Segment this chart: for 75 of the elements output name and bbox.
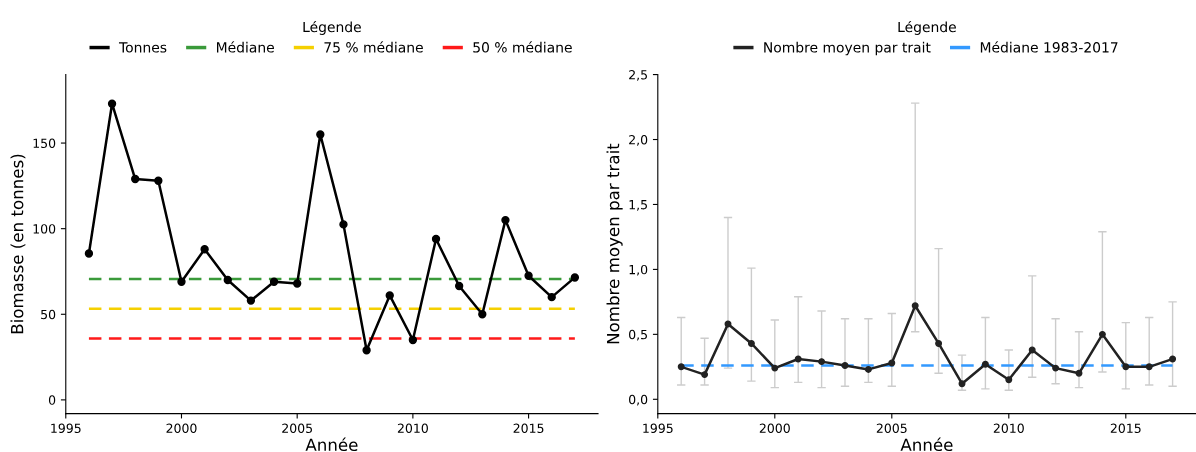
point (177, 277, 186, 286)
point (1145, 363, 1153, 371)
point (454, 281, 464, 291)
x-tick-label: 2005 (876, 423, 907, 433)
point (478, 310, 487, 319)
legend-label: Nombre moyen par trait (764, 41, 931, 56)
x-tick-label: 1995 (643, 423, 673, 433)
legend-label: Médiane 1983-2017 (980, 41, 1118, 53)
y-tick-label: 150 (33, 138, 56, 148)
point (200, 245, 209, 254)
y-tick-label: 0,5 (629, 329, 647, 341)
point (794, 355, 802, 363)
legend-title: Légende (303, 20, 361, 35)
point (547, 292, 556, 302)
point (362, 346, 371, 355)
y-tick-label: 2,5 (629, 70, 647, 81)
x-axis-title: Année (305, 437, 358, 452)
legend-label: Tonnes (118, 42, 167, 53)
point (223, 275, 232, 285)
point (339, 220, 348, 229)
point (524, 271, 533, 280)
point (316, 130, 325, 139)
y-tick-label: 50 (41, 309, 56, 320)
point (677, 363, 685, 371)
point (385, 291, 394, 300)
point (1052, 364, 1060, 372)
point (269, 277, 279, 286)
x-tick-label: 2000 (759, 423, 790, 433)
y-axis-title: Nombre moyen par trait (606, 143, 623, 344)
x-tick-label: 1995 (51, 423, 81, 433)
point (701, 371, 709, 379)
point (1075, 369, 1083, 377)
y-tick-label: 1,0 (629, 264, 648, 276)
x-tick-label: 2015 (513, 423, 544, 433)
point (1122, 363, 1130, 371)
point (1005, 376, 1013, 384)
x-tick-label: 2010 (993, 423, 1024, 433)
y-tick-label: 2,0 (629, 134, 648, 146)
point (1028, 346, 1036, 354)
point (747, 339, 755, 347)
point (818, 358, 826, 366)
point (408, 335, 418, 345)
point (1098, 330, 1106, 338)
point (293, 279, 302, 288)
y-tick-label: 1,5 (629, 200, 647, 211)
point (570, 273, 580, 282)
legend-label: 75 % médiane (324, 41, 423, 53)
y-tick-label: 100 (33, 224, 56, 234)
y-axis-title: Biomasse (en tonnes) (10, 154, 26, 334)
point (864, 365, 872, 373)
point (501, 215, 510, 225)
point (771, 364, 779, 372)
x-tick-label: 2015 (1110, 423, 1141, 433)
point (935, 339, 943, 347)
point (431, 234, 441, 244)
legend-label: 50 % médiane (473, 41, 572, 53)
point (841, 362, 849, 369)
point (154, 176, 163, 185)
point (131, 174, 140, 184)
point (911, 302, 919, 310)
x-tick-label: 2005 (282, 423, 312, 433)
y-tick-label: 0 (48, 395, 56, 405)
y-tick-label: 0,0 (629, 394, 648, 406)
point (107, 99, 117, 108)
legend-label: Médiane (217, 41, 274, 53)
x-axis-title: Année (900, 437, 953, 452)
point (1169, 355, 1177, 363)
point (246, 296, 256, 305)
point (84, 249, 94, 258)
point (958, 380, 966, 388)
x-tick-label: 2010 (397, 423, 428, 433)
legend-title: Légende (898, 20, 956, 35)
point (888, 359, 896, 367)
x-tick-label: 2000 (166, 423, 197, 433)
point (981, 360, 989, 368)
